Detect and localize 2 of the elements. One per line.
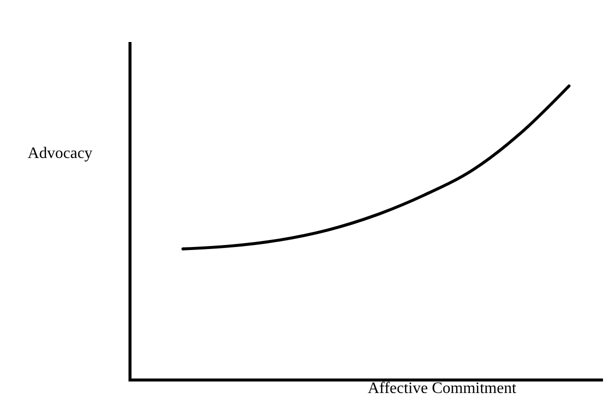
y-axis-title: Advocacy	[28, 145, 92, 162]
x-axis-title: Affective Commitment	[368, 380, 517, 397]
